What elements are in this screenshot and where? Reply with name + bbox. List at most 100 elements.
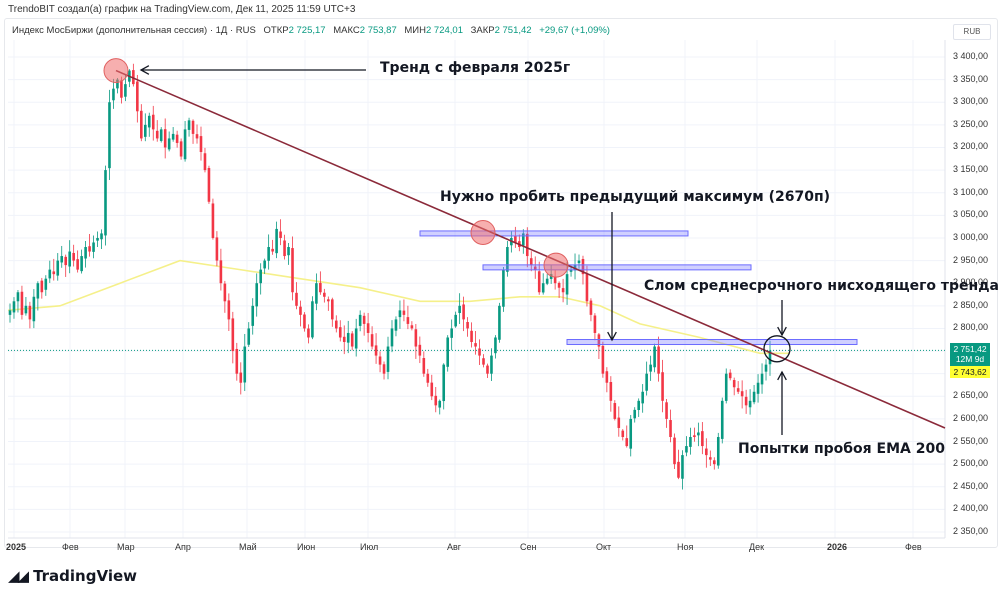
annotation-trend-break: Слом среднесрочного нисходящего тренда <box>644 278 999 294</box>
candle-body <box>378 356 382 365</box>
candle-body <box>183 129 187 160</box>
price-tick: 3 150,00 <box>953 164 989 175</box>
candle-body <box>311 301 314 338</box>
change-value: +29,67 (+1,09%) <box>539 25 610 36</box>
price-tick: 2 400,00 <box>953 503 989 514</box>
candle-body <box>382 364 386 374</box>
candle-body <box>649 364 652 372</box>
currency-button[interactable]: RUB <box>953 24 991 40</box>
resistance-level <box>419 230 689 237</box>
candle-body <box>617 417 621 428</box>
candle-body <box>64 256 68 266</box>
candle-body <box>414 329 418 347</box>
candle-body <box>613 403 617 419</box>
candle-body <box>319 282 322 293</box>
candle-body <box>334 320 338 329</box>
candle-body <box>406 317 410 324</box>
candle-body <box>56 260 60 276</box>
candle-body <box>215 237 219 261</box>
candle-body <box>514 235 517 243</box>
candle-body <box>402 310 406 315</box>
time-tick: Дек <box>749 542 765 552</box>
peak-marker <box>103 58 129 84</box>
high-label: МАКС <box>333 25 360 36</box>
candle-body <box>231 318 235 352</box>
candle-body <box>36 283 40 299</box>
price-tick: 2 900,00 <box>953 277 989 288</box>
candle-body <box>438 400 442 408</box>
candle-body <box>108 102 111 169</box>
candle-body <box>752 391 756 403</box>
time-tick: Май <box>239 542 257 552</box>
candle-body <box>768 350 772 365</box>
price-tick: 3 350,00 <box>953 73 989 84</box>
price-tick: 3 400,00 <box>953 51 989 61</box>
time-tick: 2026 <box>827 542 848 552</box>
price-tick: 2 850,00 <box>953 299 989 310</box>
candle-body <box>104 170 107 236</box>
candle-body <box>545 278 549 284</box>
symbol-name: Индекс МосБиржи (дополнительная сессия) … <box>12 25 256 36</box>
candle-body <box>482 358 485 365</box>
candle-body <box>255 283 259 307</box>
candle-body <box>327 299 330 302</box>
candle-body <box>203 153 207 171</box>
candle-body <box>32 296 36 322</box>
candle-body <box>140 110 143 139</box>
tradingview-brand[interactable]: ◢◢ TradingView <box>8 567 137 585</box>
candle-body <box>72 252 75 261</box>
candle-body <box>637 400 640 411</box>
candle-body <box>358 314 362 326</box>
time-tick: Июн <box>297 542 316 552</box>
candle-body <box>641 391 644 404</box>
candle-body <box>537 271 541 293</box>
candle-body <box>96 237 99 241</box>
candle-body <box>529 258 533 266</box>
candle-body <box>633 409 637 419</box>
annotation-trend: Тренд с февраля 2025г <box>380 60 571 76</box>
candle-body <box>346 332 350 343</box>
candle-body <box>601 345 605 374</box>
candle-body <box>279 231 282 238</box>
resistance-level <box>566 339 858 346</box>
candle-body <box>275 228 278 254</box>
price-tick: 2 500,00 <box>953 458 989 469</box>
candle-body <box>681 455 684 479</box>
candle-body <box>195 134 199 139</box>
price-tick: 2 350,00 <box>953 526 989 537</box>
candle-body <box>705 448 708 456</box>
candle-body <box>418 344 422 356</box>
candle-body <box>366 323 370 333</box>
candle-body <box>625 438 629 447</box>
candle-body <box>724 373 728 401</box>
price-tick: 3 300,00 <box>953 96 989 107</box>
candle-body <box>247 328 251 345</box>
time-tick: Фев <box>62 542 79 552</box>
candle-body <box>24 305 28 314</box>
candle-body <box>541 283 545 293</box>
candle-body <box>533 266 537 270</box>
time-tick: Апр <box>175 542 191 552</box>
candle-body <box>450 328 453 338</box>
arrow-ema-head <box>777 370 787 381</box>
price-tick: 3 200,00 <box>953 141 989 152</box>
candle-body <box>474 343 477 347</box>
candle-body <box>263 260 266 269</box>
arrow-break-head <box>777 326 787 337</box>
candle-body <box>20 291 24 315</box>
candle-body <box>410 325 414 329</box>
candle-body <box>84 247 87 259</box>
candle-body <box>223 283 227 302</box>
candle-body <box>645 373 648 391</box>
candle-body <box>466 322 469 329</box>
candle-body <box>303 314 306 329</box>
candle-body <box>470 330 473 343</box>
last-price-tag: 2 751,42 12M 9d <box>950 343 990 366</box>
candle-body <box>390 328 394 347</box>
candle-body <box>430 382 434 397</box>
candle-body <box>661 372 664 401</box>
ema-price-tag: 2 743,62 <box>950 366 990 378</box>
candle-body <box>709 457 712 460</box>
time-tick: Ноя <box>677 542 694 552</box>
